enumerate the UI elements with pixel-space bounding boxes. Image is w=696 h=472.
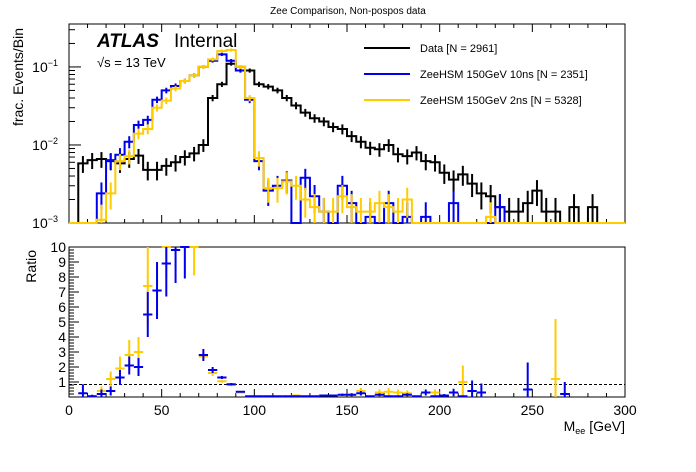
ratio-points bbox=[78, 246, 570, 398]
x-axis-label-unit: [GeV] bbox=[585, 418, 625, 434]
main-axis-ticks: 10−310−210−1 bbox=[32, 24, 626, 231]
legend-label: ZeeHSM 150GeV 2ns [N = 5328] bbox=[420, 95, 582, 107]
tick-exponent: −1 bbox=[48, 58, 58, 68]
ratio-y-tick-label: 8 bbox=[58, 269, 66, 285]
x-axis-label: Mee [GeV] bbox=[564, 418, 625, 436]
legend-label: ZeeHSM 150GeV 10ns [N = 2351] bbox=[420, 69, 588, 81]
legend-label: Data [N = 2961] bbox=[420, 43, 497, 55]
x-tick-label: 300 bbox=[613, 402, 637, 418]
ratio-y-tick-label: 5 bbox=[58, 314, 66, 330]
main-y-tick-label: 10−1 bbox=[32, 58, 58, 75]
main-y-tick-label: 10−2 bbox=[32, 136, 58, 153]
energy-label: √s = 13 TeV bbox=[97, 55, 166, 70]
ratio-y-tick-label: 10 bbox=[50, 239, 66, 255]
x-tick-label: 150 bbox=[335, 402, 359, 418]
histogram-2 bbox=[69, 48, 625, 224]
main-y-tick-label: 10−3 bbox=[32, 214, 58, 231]
ratio-panel-frame bbox=[68, 246, 626, 398]
main-y-axis-label: frac. Events/Bin bbox=[10, 28, 26, 126]
tick-exponent: −3 bbox=[48, 214, 58, 224]
x-tick-label: 250 bbox=[521, 402, 545, 418]
x-axis-label-sub: ee bbox=[575, 426, 585, 436]
tick-base: 10 bbox=[32, 215, 48, 231]
x-tick-label: 100 bbox=[243, 402, 267, 418]
ratio-y-tick-label: 9 bbox=[58, 254, 66, 270]
histogram-0 bbox=[69, 62, 625, 224]
ratio-y-tick-label: 3 bbox=[58, 344, 66, 360]
ratio-y-tick-label: 2 bbox=[58, 359, 66, 375]
ratio-y-tick-label: 4 bbox=[58, 329, 66, 345]
ratio-y-tick-label: 6 bbox=[58, 299, 66, 315]
legend: Data [N = 2961] ZeeHSM 150GeV 10ns [N = 2… bbox=[364, 43, 588, 107]
atlas-label: ATLAS bbox=[96, 31, 159, 52]
x-axis-label-main: M bbox=[564, 418, 576, 434]
main-histograms bbox=[69, 48, 625, 224]
chart-title: Zee Comparison, Non-pospos data bbox=[270, 6, 426, 17]
x-tick-label: 0 bbox=[65, 402, 73, 418]
tick-base: 10 bbox=[32, 59, 48, 75]
x-tick-label: 200 bbox=[428, 402, 452, 418]
internal-label: Internal bbox=[174, 31, 237, 52]
ratio-y-tick-label: 7 bbox=[58, 284, 66, 300]
tick-base: 10 bbox=[32, 137, 48, 153]
ratio-y-axis-label: Ratio bbox=[23, 250, 39, 283]
tick-exponent: −2 bbox=[48, 136, 58, 146]
x-tick-label: 50 bbox=[154, 402, 170, 418]
ratio-y-tick-label: 1 bbox=[58, 374, 66, 390]
